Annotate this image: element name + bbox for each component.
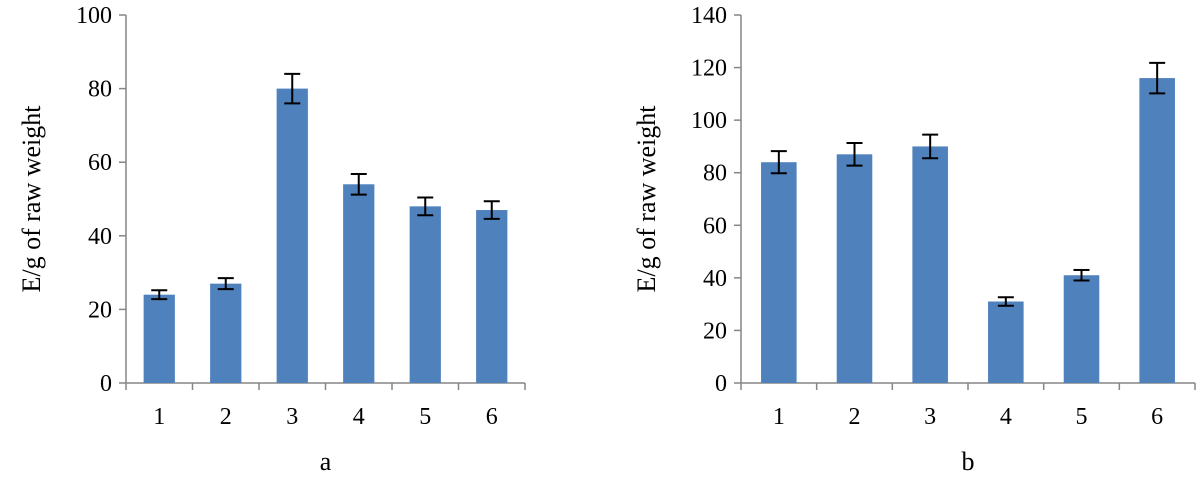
x-tick-label: 3 [924, 404, 936, 430]
x-tick-label: 6 [486, 404, 498, 430]
y-tick-label: 140 [691, 3, 727, 29]
bar-3 [276, 88, 308, 383]
bar-5 [1063, 275, 1100, 383]
x-tick-label: 4 [1000, 404, 1012, 430]
y-axis-title: E/g of raw weight [632, 105, 661, 293]
bar-4 [988, 301, 1024, 383]
panel-label: a [320, 447, 332, 476]
y-tick-label: 20 [88, 297, 112, 323]
panel-label: b [962, 447, 975, 476]
y-axis-title: E/g of raw weight [17, 105, 46, 293]
x-tick-label: 3 [286, 404, 298, 430]
bar-1 [143, 294, 175, 383]
bar-2 [210, 283, 242, 383]
y-tick-label: 0 [100, 371, 112, 397]
chart-panel-b: 0 20 40 60 80 100 120 140 1 2 3 4 5 6 E/g of raw weigh… [632, 3, 1196, 476]
y-tick-label: 20 [703, 318, 727, 344]
y-tick-label: 40 [703, 266, 727, 292]
bar-6 [1139, 78, 1175, 383]
y-tick-label: 80 [88, 77, 112, 103]
y-tick-label: 100 [76, 3, 112, 29]
y-tick-label: 80 [703, 161, 727, 187]
chart-panel-a: 0 20 40 60 80 100 1 2 3 4 5 6 E/g of raw weight a [17, 3, 526, 476]
x-tick-label: 4 [353, 404, 365, 430]
x-tick-label: 1 [773, 404, 785, 430]
x-tick-label: 1 [153, 404, 165, 430]
x-tick-label: 2 [849, 404, 861, 430]
y-tick-label: 60 [703, 213, 727, 239]
x-tick-label: 2 [220, 404, 232, 430]
y-tick-label: 100 [691, 108, 727, 134]
bar-4 [343, 184, 375, 383]
x-tick-label: 6 [1151, 404, 1163, 430]
bar-2 [836, 154, 873, 383]
bar-1 [761, 162, 797, 383]
bar-6 [476, 210, 508, 383]
y-tick-label: 120 [691, 56, 727, 82]
x-tick-label: 5 [1076, 404, 1088, 430]
bar-5 [409, 206, 441, 383]
bar-3 [912, 146, 948, 383]
x-tick-label: 5 [419, 404, 431, 430]
y-tick-label: 40 [88, 224, 112, 250]
y-tick-label: 0 [715, 371, 727, 397]
y-tick-label: 60 [88, 150, 112, 176]
